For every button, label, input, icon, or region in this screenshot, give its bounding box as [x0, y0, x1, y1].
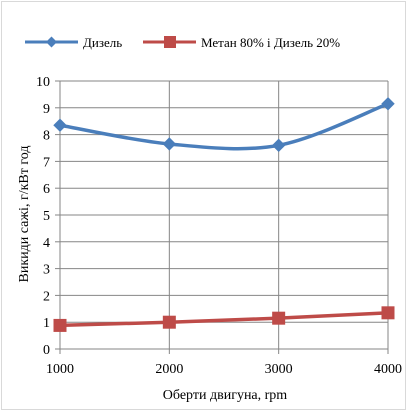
y-tick-label-9: 9	[43, 102, 50, 117]
x-axis-title: Оберти двигуна, rpm	[163, 388, 288, 403]
axis-layer	[55, 80, 389, 354]
x-tick-label-3000: 3000	[265, 362, 293, 377]
y-axis-title: Викиди сажі, г/кВт год	[17, 146, 32, 283]
data-point-metan-1000	[53, 318, 67, 332]
data-point-dizel-2000	[162, 137, 177, 151]
data-point-metan-4000	[381, 306, 395, 320]
grid-layer	[60, 80, 389, 349]
y-tick-label-4: 4	[43, 236, 50, 251]
data-point-metan-2000	[162, 315, 176, 329]
data-point-metan-3000	[272, 311, 286, 325]
y-tick-label-1: 1	[43, 316, 50, 331]
legend-label-dizel: Дизель	[83, 35, 122, 50]
data-point-dizel-4000	[381, 97, 395, 111]
tick-layer: 0 1 2 3 4 5 6 7 8 9 10 1000 2000 3000 4000	[36, 75, 402, 377]
legend: Дизель Метан 80% і Дизель 20%	[25, 35, 340, 50]
legend-marker-metan	[164, 36, 176, 48]
y-tick-label-2: 2	[43, 289, 50, 304]
x-tick-label-1000: 1000	[46, 362, 74, 377]
legend-label-metan: Метан 80% і Дизель 20%	[201, 35, 340, 50]
y-tick-label-8: 8	[43, 129, 50, 144]
series-layer	[53, 97, 395, 332]
y-tick-label-3: 3	[43, 263, 50, 278]
x-tick-label-4000: 4000	[374, 362, 402, 377]
series-line-dizel	[59, 102, 389, 151]
legend-marker-dizel	[46, 36, 57, 48]
y-tick-label-0: 0	[43, 343, 50, 358]
y-tick-label-5: 5	[43, 209, 50, 224]
y-tick-label-10: 10	[36, 75, 50, 90]
y-tick-label-6: 6	[43, 182, 50, 197]
y-tick-label-7: 7	[43, 155, 50, 170]
series-line-metan	[59, 311, 389, 328]
x-tick-label-2000: 2000	[155, 362, 183, 377]
data-point-dizel-1000	[53, 118, 67, 132]
data-point-dizel-3000	[271, 138, 286, 153]
